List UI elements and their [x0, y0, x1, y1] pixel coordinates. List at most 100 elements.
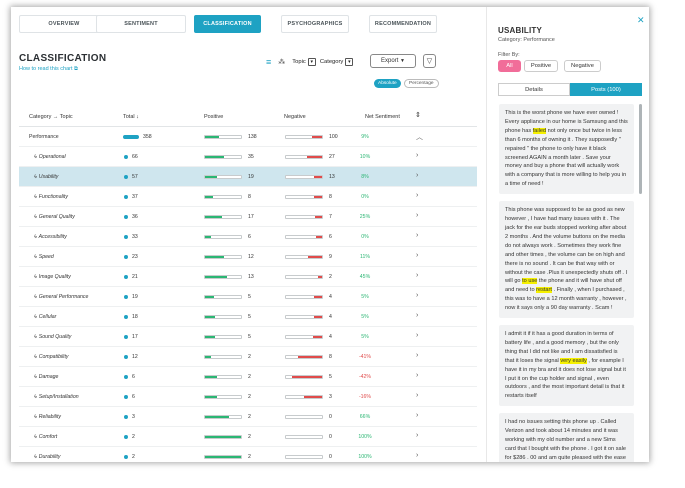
negative-value: 0 — [329, 414, 332, 420]
chevron-right-icon[interactable]: › — [416, 352, 419, 359]
col-negative[interactable]: Negative — [284, 114, 306, 120]
chevron-right-icon[interactable]: › — [416, 412, 419, 419]
cluster-icon[interactable]: ⁂ — [278, 59, 286, 66]
category-filter-icon[interactable]: ▾ — [345, 58, 354, 66]
chevron-right-icon[interactable]: › — [416, 152, 419, 159]
net-sentiment-value: 11% — [360, 254, 370, 260]
chevron-right-icon[interactable]: › — [416, 172, 419, 179]
how-to-read-link[interactable]: How to read this chart ⧉ — [19, 66, 78, 72]
row-category: ↳ Durability — [33, 454, 61, 460]
table-row[interactable]: ↳ Damage 6 2 5 -42% › — [19, 367, 477, 387]
positive-value: 19 — [248, 174, 254, 180]
close-icon[interactable]: ✕ — [637, 15, 645, 25]
tab-sentiment[interactable]: SENTIMENT — [96, 15, 186, 33]
tab-recommendation[interactable]: RECOMMENDATION — [369, 15, 437, 33]
table-row[interactable]: ↳ Operational 66 35 27 10% › — [19, 147, 477, 167]
topic-filter-icon[interactable]: ▾ — [307, 58, 316, 66]
col-category[interactable]: Category → Topic — [29, 114, 73, 120]
col-positive[interactable]: Positive — [204, 114, 224, 120]
posts-scrollbar[interactable] — [639, 104, 642, 194]
positive-value: 13 — [248, 274, 254, 280]
table-row[interactable]: ↳ Functionality 37 8 8 0% › — [19, 187, 477, 207]
total-dot — [124, 275, 128, 279]
positive-bar — [204, 215, 242, 219]
positive-bar — [204, 415, 242, 419]
filter-button[interactable]: ▽ — [423, 54, 436, 68]
chevron-right-icon[interactable]: › — [416, 272, 419, 279]
negative-value: 27 — [329, 154, 335, 160]
table-row[interactable]: ↳ General Quality 36 17 7 25% › — [19, 207, 477, 227]
filter-all-button[interactable]: All — [498, 60, 521, 72]
chevron-right-icon[interactable]: › — [416, 212, 419, 219]
positive-value: 12 — [248, 254, 254, 260]
post-text: I admit it if it has a good duration in … — [505, 331, 619, 364]
tab-classification[interactable]: CLASSIFICATION — [194, 15, 261, 33]
table-row[interactable]: ↳ Usability 57 19 13 8% › — [19, 167, 477, 187]
table-row[interactable]: ↳ Setup/Installation 6 2 3 -16% › — [19, 387, 477, 407]
positive-bar — [204, 275, 242, 279]
table-row[interactable]: Performance 358 138 100 9% ︿ — [19, 127, 477, 147]
export-button[interactable]: Export ▼ — [370, 54, 416, 68]
total-dot — [124, 235, 128, 239]
total-value: 23 — [132, 254, 138, 260]
table-row[interactable]: ↳ Accessibility 33 6 6 0% › — [19, 227, 477, 247]
tab-details[interactable]: Details — [498, 83, 570, 96]
chevron-right-icon[interactable]: › — [416, 392, 419, 399]
chevron-right-icon[interactable]: › — [416, 432, 419, 439]
row-category: ↳ Functionality — [33, 194, 68, 200]
total-dot — [124, 455, 128, 459]
tab-psychographics[interactable]: PSYCHOGRAPHICS — [281, 15, 349, 33]
negative-bar — [285, 175, 323, 179]
row-category: ↳ Sound Quality — [33, 334, 72, 340]
sub-arrow-icon: ↳ — [33, 254, 39, 260]
col-total[interactable]: Total ↓ — [123, 114, 139, 120]
chevron-up-icon[interactable]: ︿ — [416, 134, 423, 141]
negative-value: 4 — [329, 314, 332, 320]
sort-updown-icon[interactable]: ⇕ — [415, 112, 421, 119]
chevron-right-icon[interactable]: › — [416, 452, 419, 459]
table-row[interactable]: ↳ Sound Quality 17 5 4 5% › — [19, 327, 477, 347]
positive-bar — [204, 235, 242, 239]
positive-value: 5 — [248, 294, 251, 300]
filter-negative-button[interactable]: Negative — [564, 60, 601, 72]
absolute-toggle[interactable]: Absolute — [374, 79, 401, 88]
row-category: ↳ Speed — [33, 254, 54, 260]
net-sentiment-value: -42% — [358, 374, 372, 380]
net-sentiment-value: 9% — [361, 134, 369, 140]
table-row[interactable]: ↳ General Performance 19 5 4 5% › — [19, 287, 477, 307]
percentage-toggle[interactable]: Percentage — [404, 79, 439, 88]
chevron-right-icon[interactable]: › — [416, 192, 419, 199]
post-card: I had no issues setting this phone up . … — [499, 413, 634, 462]
table-row[interactable]: ↳ Compatibility 12 2 8 -41% › — [19, 347, 477, 367]
filter-positive-button[interactable]: Positive — [524, 60, 558, 72]
table-row[interactable]: ↳ Durability 2 2 0 100% › — [19, 447, 477, 462]
tab-posts[interactable]: Posts (100) — [570, 83, 642, 96]
post-text: This is the worst phone we have ever own… — [505, 110, 628, 134]
table-row[interactable]: ↳ Cellular 18 5 4 5% › — [19, 307, 477, 327]
caret-down-icon: ▼ — [400, 58, 405, 64]
table-row[interactable]: ↳ Speed 23 12 9 11% › — [19, 247, 477, 267]
col-net-sentiment[interactable]: Net Sentiment — [365, 114, 400, 120]
positive-bar — [204, 335, 242, 339]
chevron-right-icon[interactable]: › — [416, 372, 419, 379]
table-row[interactable]: ↳ Image Quality 21 13 2 45% › — [19, 267, 477, 287]
net-sentiment-value: -16% — [358, 394, 372, 400]
posts-list: This is the worst phone we have ever own… — [499, 104, 634, 462]
list-sort-icon[interactable]: ≡ — [266, 57, 272, 67]
positive-value: 35 — [248, 154, 254, 160]
chevron-right-icon[interactable]: › — [416, 252, 419, 259]
table-row[interactable]: ↳ Comfort 2 2 0 100% › — [19, 427, 477, 447]
chevron-right-icon[interactable]: › — [416, 332, 419, 339]
total-dot — [124, 315, 128, 319]
negative-bar — [285, 195, 323, 199]
chevron-right-icon[interactable]: › — [416, 292, 419, 299]
chevron-right-icon[interactable]: › — [416, 232, 419, 239]
table-row[interactable]: ↳ Reliability 3 2 0 66% › — [19, 407, 477, 427]
total-dot — [124, 155, 128, 159]
chevron-right-icon[interactable]: › — [416, 312, 419, 319]
negative-value: 4 — [329, 294, 332, 300]
positive-value: 2 — [248, 354, 251, 360]
tools-row: ≡ ⁂ Topic ▾ Category ▾ — [266, 56, 354, 68]
total-dot — [124, 255, 128, 259]
sub-arrow-icon: ↳ — [33, 194, 39, 200]
